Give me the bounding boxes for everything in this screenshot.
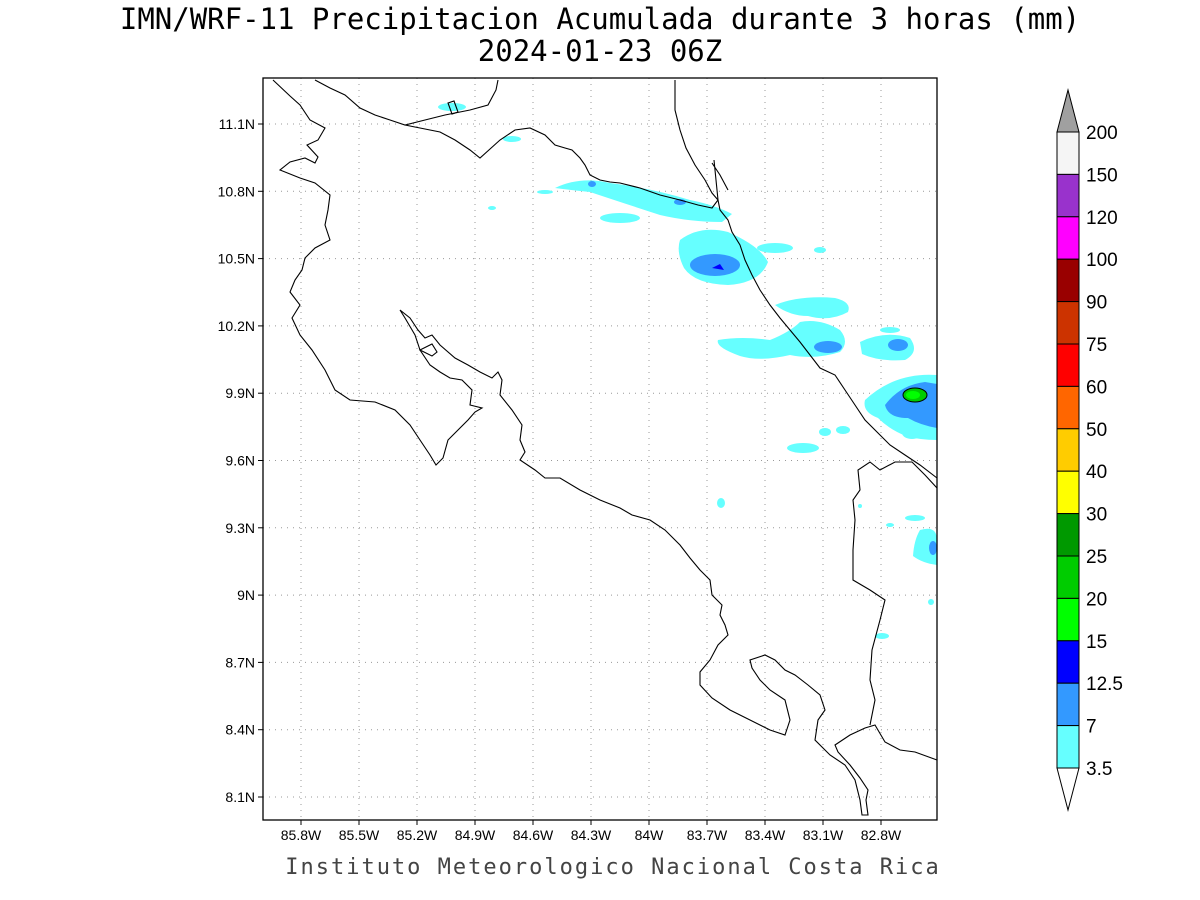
colorbar-swatch (1056, 216, 1080, 260)
coastlines (272, 79, 938, 816)
colorbar-swatch (1056, 343, 1080, 387)
longitude-axis: 85.8W 85.5W 85.2W 84.9W 84.6W 84.3W 84W 83.7W 83… (281, 820, 902, 843)
precip-shading (438, 103, 937, 639)
colorbar-label: 3.5 (1086, 759, 1112, 780)
map-datetime: 2024-01-23 06Z (477, 34, 723, 68)
nicoya-island (418, 343, 438, 357)
lat-tick-label: 10.2N (218, 318, 255, 334)
lat-tick-label: 8.1N (225, 789, 255, 805)
lon-tick-label: 85.2W (397, 827, 438, 843)
lat-tick-label: 11.1N (219, 116, 255, 132)
lon-tick-label: 85.5W (339, 827, 380, 843)
colorbar-label: 150 (1086, 165, 1118, 186)
map-frame (262, 77, 938, 821)
lat-tick-label: 9.6N (225, 453, 255, 469)
colorbar-swatch (1056, 597, 1080, 642)
colorbar-swatch (1056, 385, 1080, 430)
lat-tick-label: 8.4N (225, 722, 255, 738)
colorbar: 200 150 120 100 90 75 60 50 40 30 25 20 15 12.5 7 3.5 (1056, 88, 1123, 812)
lon-tick-label: 83.7W (687, 827, 728, 843)
latitude-axis: 11.1N 10.8N 10.5N 10.2N 9.9N 9.6N 9.3N 9N 8.7N 8.… (218, 116, 263, 805)
precip-heavy-areas (712, 264, 928, 403)
institution-credit: Instituto Meteorologico Nacional Costa R… (285, 855, 941, 880)
colorbar-swatch (1056, 640, 1080, 684)
colorbar-under-triangle (1056, 767, 1080, 812)
lat-tick-label: 10.8N (218, 183, 255, 199)
colorbar-swatch (1056, 470, 1080, 515)
colorbar-over-triangle (1056, 88, 1080, 133)
colorbar-label: 12.5 (1086, 674, 1123, 695)
north-border (314, 79, 729, 209)
lake (447, 100, 459, 115)
colorbar-label: 200 (1086, 123, 1118, 144)
colorbar-label: 30 (1086, 505, 1107, 526)
lon-tick-label: 83.1W (803, 827, 844, 843)
map-title: IMN/WRF-11 Precipitacion Acumulada duran… (119, 2, 1081, 36)
pacific-coast (272, 79, 938, 816)
panama-border (852, 461, 938, 726)
colorbar-label: 100 (1086, 250, 1118, 271)
lon-tick-label: 84.6W (513, 827, 554, 843)
colorbar-swatch (1056, 725, 1080, 769)
colorbar-label: 40 (1086, 462, 1107, 483)
precip-medium-areas (588, 181, 937, 555)
lon-tick-label: 84.9W (455, 827, 496, 843)
colorbar-label: 75 (1086, 335, 1107, 356)
colorbar-label: 20 (1086, 589, 1107, 610)
colorbar-swatch (1056, 428, 1080, 472)
colorbar-label: 90 (1086, 293, 1107, 314)
colorbar-label: 50 (1086, 420, 1107, 441)
colorbar-label: 25 (1086, 547, 1107, 568)
lat-tick-label: 9.9N (225, 385, 255, 401)
colorbar-swatch (1056, 513, 1080, 557)
lat-tick-label: 10.5N (218, 251, 255, 267)
caribbean-coast (674, 80, 938, 479)
colorbar-label: 15 (1086, 632, 1107, 653)
colorbar-swatch (1056, 301, 1080, 345)
lon-tick-label: 84W (635, 827, 665, 843)
lat-tick-label: 9N (237, 587, 255, 603)
lat-tick-label: 9.3N (225, 520, 255, 536)
colorbar-swatch (1056, 173, 1080, 218)
colorbar-swatch (1056, 555, 1080, 599)
precip-light-areas (438, 103, 937, 639)
lon-tick-label: 82.8W (861, 827, 902, 843)
colorbar-label: 60 (1086, 377, 1107, 398)
colorbar-swatch (1056, 258, 1080, 303)
lon-tick-label: 84.3W (571, 827, 612, 843)
colorbar-swatch (1056, 131, 1080, 175)
colorbar-label: 120 (1086, 208, 1118, 229)
colorbar-swatch (1056, 682, 1080, 727)
colorbar-label: 7 (1086, 717, 1097, 738)
lon-tick-label: 83.4W (745, 827, 786, 843)
lon-tick-label: 85.8W (281, 827, 322, 843)
lat-tick-label: 8.7N (225, 654, 255, 670)
